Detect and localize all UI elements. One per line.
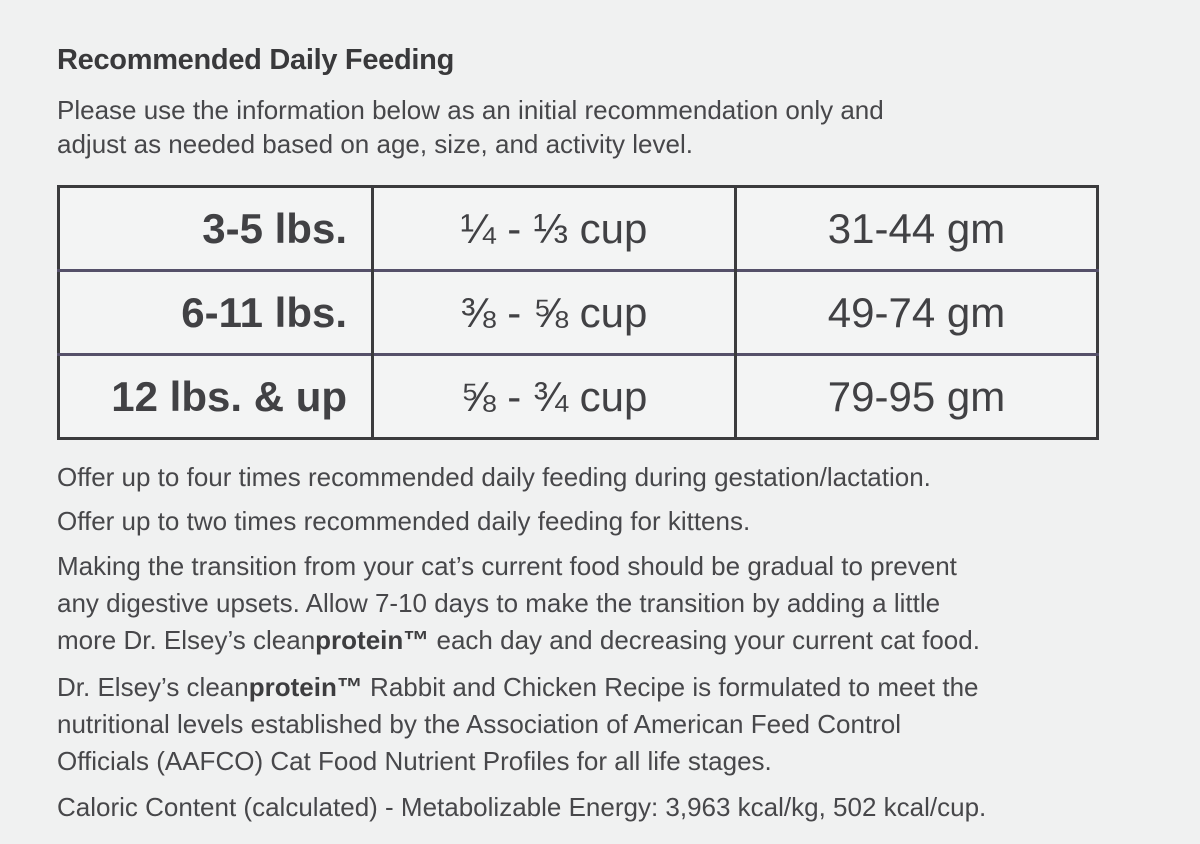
notes-section: Offer up to four times recommended daily…	[57, 460, 1145, 824]
trademark-symbol: ™	[403, 625, 430, 655]
brand-protein-bold: protein™	[315, 625, 429, 655]
kittens-note: Offer up to two times recommended daily …	[57, 506, 751, 536]
feeding-table: 3-5 lbs. ¼ - ⅓ cup 31-44 gm 6-11 lbs. ⅜ …	[57, 185, 1099, 440]
grams-cell: 49-74 gm	[735, 269, 1098, 355]
table-row: 3-5 lbs. ¼ - ⅓ cup 31-44 gm	[58, 186, 1098, 271]
page-title: Recommended Daily Feeding	[57, 44, 454, 76]
grams-cell: 31-44 gm	[827, 204, 1006, 252]
cups-cell: ¼ - ⅓ cup	[372, 186, 737, 271]
weight-cell: 6-11 lbs.	[58, 269, 374, 355]
table-row: 12 lbs. & up ⅝ - ¾ cup 79-95 gm	[58, 353, 1098, 439]
brand-protein-bold: protein™	[249, 672, 363, 702]
aafco-note: Dr. Elsey’s cleanprotein™ Rabbit and Chi…	[57, 669, 1145, 780]
gestation-note: Offer up to four times recommended daily…	[57, 462, 931, 492]
table-row: 6-11 lbs. ⅜ - ⅝ cup 49-74 gm	[58, 269, 1098, 355]
grams-cell: 79-95 gm	[735, 353, 1098, 439]
aafco-note-text-after: Rabbit and Chicken Recipe is formulated …	[57, 672, 979, 776]
transition-note-text-after: each day and decreasing your current cat…	[429, 625, 980, 655]
cups-cell: ⅜ - ⅝ cup	[372, 269, 737, 355]
cups-cell: ⅝ - ¾ cup	[372, 353, 737, 439]
intro-text: Please use the information below as an i…	[57, 95, 884, 159]
brand-protein-word: protein	[315, 625, 404, 655]
aafco-note-text: Dr. Elsey’s clean	[57, 672, 249, 702]
brand-protein-word: protein	[248, 672, 337, 702]
caloric-content-note: Caloric Content (calculated) - Metaboliz…	[57, 792, 987, 822]
trademark-symbol: ™	[336, 672, 363, 702]
weight-cell: 12 lbs. & up	[58, 353, 374, 439]
feeding-guide-document: Recommended Daily Feeding Please use the…	[57, 44, 1145, 824]
weight-cell: 3-5 lbs.	[58, 186, 374, 271]
transition-note-text: Making the transition from your cat’s cu…	[57, 551, 957, 655]
transition-note: Making the transition from your cat’s cu…	[57, 548, 1145, 659]
